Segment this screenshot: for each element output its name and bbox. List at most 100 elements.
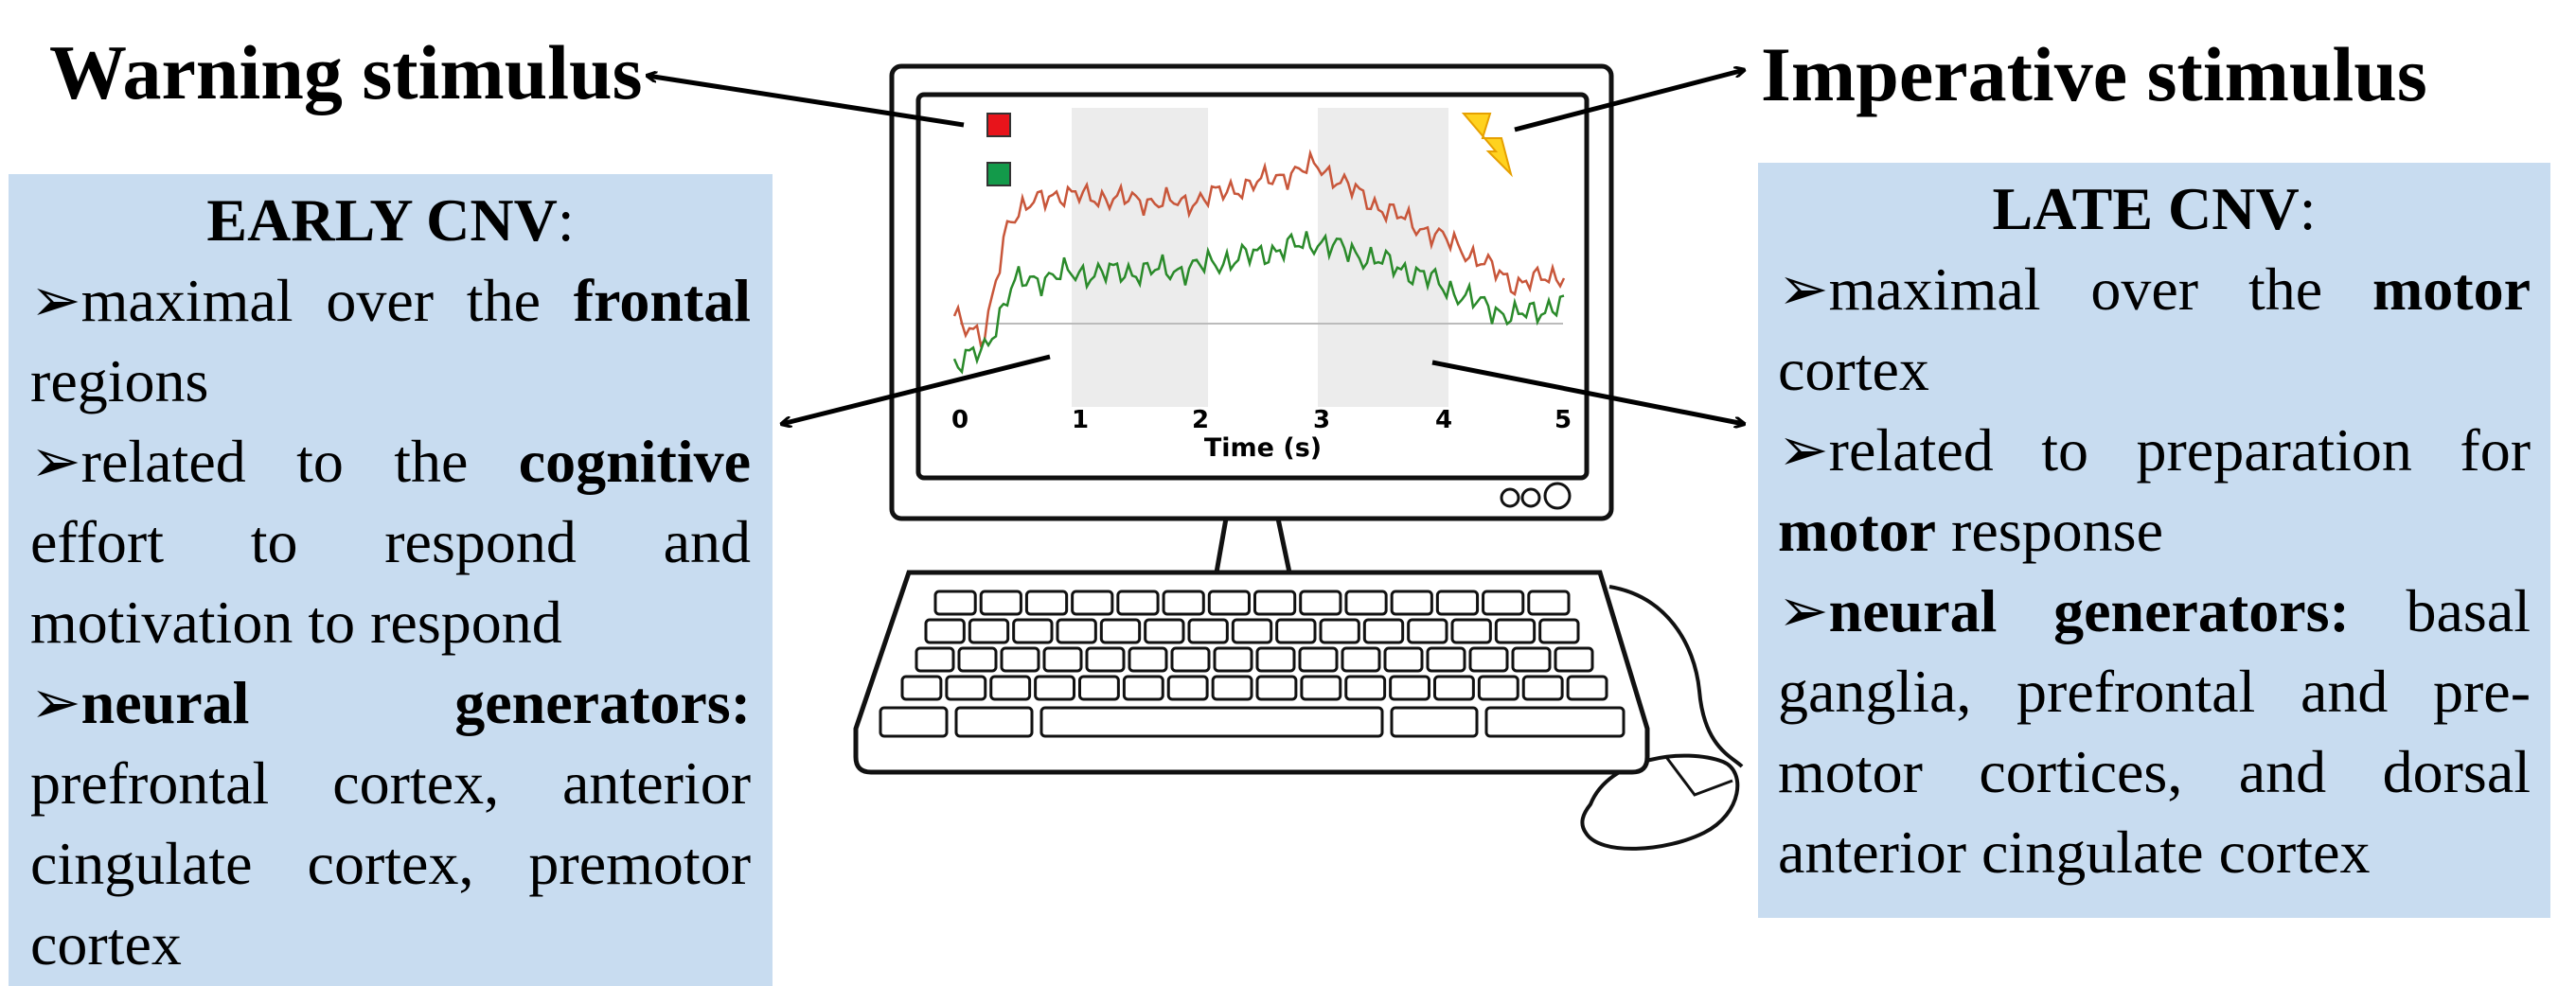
- key: [1346, 677, 1385, 699]
- text: related to preparation for: [1829, 416, 2531, 484]
- key: [880, 708, 947, 736]
- key: [1124, 677, 1163, 699]
- key: [1189, 620, 1227, 643]
- key: [1301, 591, 1341, 614]
- key: [1409, 620, 1447, 643]
- key: [1392, 708, 1477, 736]
- key: [1364, 620, 1402, 643]
- key: [1233, 620, 1270, 643]
- key: [1437, 591, 1477, 614]
- key: [1300, 648, 1337, 671]
- key: [991, 677, 1030, 699]
- key: [1513, 648, 1550, 671]
- shade: [1072, 108, 1208, 407]
- key: [1540, 620, 1578, 643]
- key: [1255, 591, 1295, 614]
- bullet: ➢neural generators: prefrontal cortex, a…: [30, 662, 751, 984]
- key: [1215, 648, 1252, 671]
- key: [1529, 591, 1569, 614]
- text: regions: [30, 347, 208, 414]
- key: [1496, 620, 1534, 643]
- warning-label: Warning stimulus: [49, 34, 643, 112]
- key: [1523, 677, 1562, 699]
- bold-text: motor: [1778, 497, 1936, 564]
- key: [1164, 591, 1203, 614]
- key: [926, 620, 964, 643]
- key: [1257, 648, 1294, 671]
- key: [1101, 620, 1139, 643]
- key: [1257, 677, 1296, 699]
- key: [1026, 591, 1066, 614]
- bullet: ➢related to preparation for motor respon…: [1778, 410, 2531, 571]
- key: [902, 677, 941, 699]
- key: [1483, 591, 1523, 614]
- text: related to the: [81, 428, 519, 495]
- bold-text: neural generators:: [1829, 577, 2350, 644]
- early-cnv-panel: EARLY CNV:➢maximal over the frontal regi…: [9, 174, 773, 986]
- x-axis-label: Time (s): [1204, 433, 1322, 463]
- key: [959, 648, 996, 671]
- key: [1129, 648, 1166, 671]
- key: [1057, 620, 1095, 643]
- key: [1342, 648, 1379, 671]
- bold-text: LATE CNV: [1993, 175, 2300, 242]
- bold-text: frontal: [574, 267, 751, 334]
- key: [1277, 620, 1315, 643]
- bullet: ➢neural generators: basal ganglia, prefr…: [1778, 571, 2531, 892]
- bold-text: cognitive: [519, 428, 751, 495]
- key: [1568, 677, 1607, 699]
- key: [1002, 648, 1039, 671]
- screen: [918, 95, 1587, 478]
- bullet: ➢maximal over the frontal regions: [30, 260, 751, 421]
- x-tick-label: 0: [951, 406, 968, 434]
- key: [1470, 648, 1507, 671]
- key: [1428, 648, 1465, 671]
- text: response: [1936, 497, 2163, 564]
- key: [1080, 677, 1119, 699]
- key: [981, 591, 1021, 614]
- key: [1146, 620, 1183, 643]
- x-tick-label: 2: [1192, 406, 1209, 434]
- key: [1118, 591, 1158, 614]
- key: [1385, 648, 1422, 671]
- text: maximal over the: [81, 267, 574, 334]
- key: [1209, 591, 1249, 614]
- x-tick-label: 1: [1072, 406, 1089, 434]
- key: [1168, 677, 1207, 699]
- imperative-label: Imperative stimulus: [1761, 36, 2427, 114]
- bullet-marker: ➢: [1778, 416, 1829, 484]
- bullet-marker: ➢: [30, 669, 81, 736]
- key: [1392, 591, 1431, 614]
- late-cnv-panel: LATE CNV:➢maximal over the motor cortex➢…: [1758, 163, 2550, 918]
- key: [1302, 677, 1341, 699]
- x-tick-label: 3: [1313, 406, 1330, 434]
- key: [935, 591, 975, 614]
- key: [1391, 677, 1430, 699]
- bold-text: EARLY CNV: [206, 186, 557, 254]
- key: [1346, 591, 1386, 614]
- bold-text: neural generators:: [81, 669, 751, 736]
- text: maximal over the: [1829, 255, 2372, 323]
- key: [947, 677, 986, 699]
- key: [956, 708, 1032, 736]
- x-tick-label: 4: [1435, 406, 1452, 434]
- text: :: [558, 186, 575, 254]
- warning-cue: [987, 114, 1010, 136]
- panel-title: EARLY CNV:: [30, 180, 751, 260]
- bold-text: motor: [2372, 255, 2531, 323]
- key: [1041, 708, 1382, 736]
- key: [1479, 677, 1518, 699]
- key: [1555, 648, 1592, 671]
- key: [1172, 648, 1209, 671]
- key: [1452, 620, 1490, 643]
- text: cortex: [1778, 336, 1929, 403]
- key: [1435, 677, 1474, 699]
- bullet-marker: ➢: [1778, 577, 1829, 644]
- key: [969, 620, 1007, 643]
- key: [1213, 677, 1252, 699]
- text: effort to respond and motivation to resp…: [30, 508, 751, 656]
- bullet: ➢maximal over the motor cortex: [1778, 249, 2531, 410]
- key: [1486, 708, 1624, 736]
- key: [1014, 620, 1052, 643]
- text: :: [2300, 175, 2317, 242]
